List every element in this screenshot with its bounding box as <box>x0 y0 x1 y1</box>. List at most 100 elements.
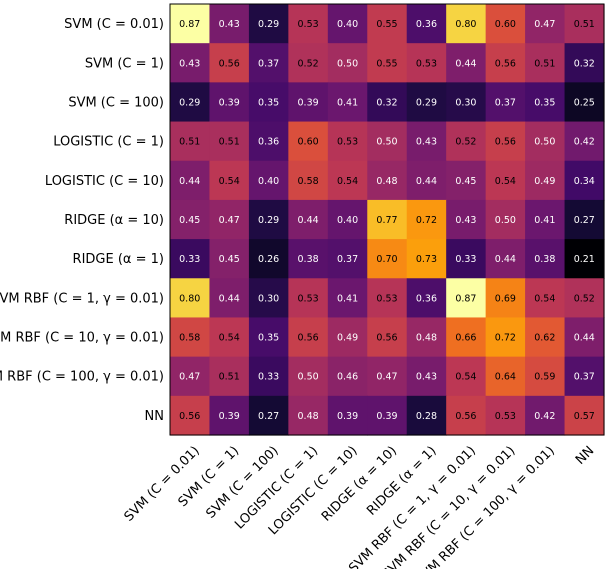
cell-value-label: 0.29 <box>258 19 279 30</box>
cell-value-label: 0.72 <box>495 333 516 344</box>
cell-value-label: 0.47 <box>376 372 397 383</box>
heatmap-cell <box>485 199 526 240</box>
cell-value-label: 0.56 <box>298 333 319 344</box>
cell-value-label: 0.54 <box>534 293 555 304</box>
cell-value-label: 0.36 <box>416 293 437 304</box>
cell-value-label: 0.30 <box>258 293 279 304</box>
cell-value-label: 0.36 <box>416 19 437 30</box>
heatmap-cell <box>288 160 329 201</box>
heatmap-cell <box>327 160 368 201</box>
cell-value-label: 0.51 <box>574 19 595 30</box>
cell-value-label: 0.54 <box>455 372 476 383</box>
heatmap-cell <box>248 82 289 123</box>
heatmap-cell <box>564 239 605 279</box>
cell-value-label: 0.41 <box>337 293 358 304</box>
heatmap-cell <box>288 199 329 240</box>
heatmap-cell <box>327 4 368 44</box>
cell-value-label: 0.41 <box>534 215 555 226</box>
cell-value-label: 0.48 <box>298 411 319 422</box>
heatmap-cell <box>288 317 329 358</box>
row-label: SVM RBF (C = 1, γ = 0.01) <box>0 291 164 306</box>
heatmap-cell <box>288 43 329 83</box>
heatmap-cell <box>367 43 408 83</box>
cell-value-label: 0.29 <box>416 97 437 108</box>
heatmap-cell <box>564 82 605 123</box>
col-label: RIDGE (α = 1) <box>364 443 439 518</box>
heatmap-cell <box>170 395 211 436</box>
cell-value-label: 0.53 <box>416 58 437 69</box>
cell-value-label: 0.34 <box>574 176 595 187</box>
heatmap-cell <box>525 356 566 397</box>
cell-value-label: 0.39 <box>219 97 240 108</box>
cell-value-label: 0.60 <box>495 19 516 30</box>
heatmap-cell <box>485 278 526 319</box>
heatmap-cell <box>525 395 566 436</box>
heatmap-cell <box>564 356 605 397</box>
cell-value-label: 0.39 <box>219 411 240 422</box>
heatmap-cell <box>209 82 250 123</box>
heatmap-cell <box>446 82 487 123</box>
cell-value-label: 0.55 <box>376 58 397 69</box>
cell-value-label: 0.60 <box>298 137 319 148</box>
cell-value-label: 0.59 <box>534 372 555 383</box>
heatmap-cell <box>170 4 211 44</box>
cell-value-label: 0.40 <box>337 19 358 30</box>
cell-value-label: 0.44 <box>416 176 437 187</box>
cell-value-label: 0.44 <box>179 176 200 187</box>
cell-value-label: 0.56 <box>495 137 516 148</box>
heatmap-cell <box>446 317 487 358</box>
heatmap-cell <box>327 199 368 240</box>
heatmap-cell <box>485 43 526 83</box>
cell-value-label: 0.45 <box>455 176 476 187</box>
heatmap-cell <box>288 82 329 123</box>
heatmap-cell <box>485 395 526 436</box>
cell-value-label: 0.54 <box>219 333 240 344</box>
row-label: LOGISTIC (C = 1) <box>53 135 164 150</box>
heatmap-cell <box>525 239 566 279</box>
heatmap-cell <box>288 395 329 436</box>
heatmap-cell <box>170 121 211 162</box>
cell-value-label: 0.27 <box>574 215 595 226</box>
heatmap-cell <box>367 356 408 397</box>
row-label: RIDGE (α = 1) <box>73 252 164 267</box>
heatmap-cell <box>525 199 566 240</box>
heatmap-cell <box>170 160 211 201</box>
heatmap-cell <box>209 356 250 397</box>
heatmap-cell <box>248 239 289 279</box>
heatmap-cell <box>564 43 605 83</box>
cell-value-label: 0.37 <box>495 97 516 108</box>
heatmap-cell <box>564 121 605 162</box>
heatmap-cell <box>209 43 250 83</box>
heatmap-cell-labels: 0.87 0.43 0.29 0.53 0.40 0.55 0.36 0.80 0.60 0.47… <box>179 19 595 422</box>
cell-value-label: 0.44 <box>455 58 476 69</box>
cell-value-label: 0.56 <box>455 411 476 422</box>
heatmap-cell <box>170 278 211 319</box>
cell-value-label: 0.39 <box>337 411 358 422</box>
row-label: SVM (C = 100) <box>68 95 164 110</box>
heatmap-cell <box>367 395 408 436</box>
cell-value-label: 0.35 <box>534 97 555 108</box>
cell-value-label: 0.54 <box>337 176 358 187</box>
heatmap-cell <box>367 4 408 44</box>
cell-value-label: 0.53 <box>376 293 397 304</box>
heatmap-cell <box>248 317 289 358</box>
heatmap-cell <box>485 239 526 279</box>
heatmap-cell <box>446 239 487 279</box>
cell-value-label: 0.58 <box>179 333 200 344</box>
heatmap-cell <box>406 43 447 83</box>
cell-value-label: 0.69 <box>495 293 516 304</box>
cell-value-label: 0.53 <box>337 137 358 148</box>
heatmap-cell <box>288 239 329 279</box>
cell-value-label: 0.27 <box>258 411 279 422</box>
cell-value-label: 0.33 <box>179 254 200 265</box>
cell-value-label: 0.77 <box>376 215 397 226</box>
heatmap-cell <box>367 239 408 279</box>
cell-value-label: 0.56 <box>219 58 240 69</box>
cell-value-label: 0.43 <box>416 372 437 383</box>
cell-value-label: 0.46 <box>337 372 358 383</box>
cell-value-label: 0.53 <box>298 19 319 30</box>
heatmap-cell <box>170 239 211 279</box>
cell-value-label: 0.50 <box>534 137 555 148</box>
heatmap-cell <box>446 199 487 240</box>
cell-value-label: 0.32 <box>574 58 595 69</box>
